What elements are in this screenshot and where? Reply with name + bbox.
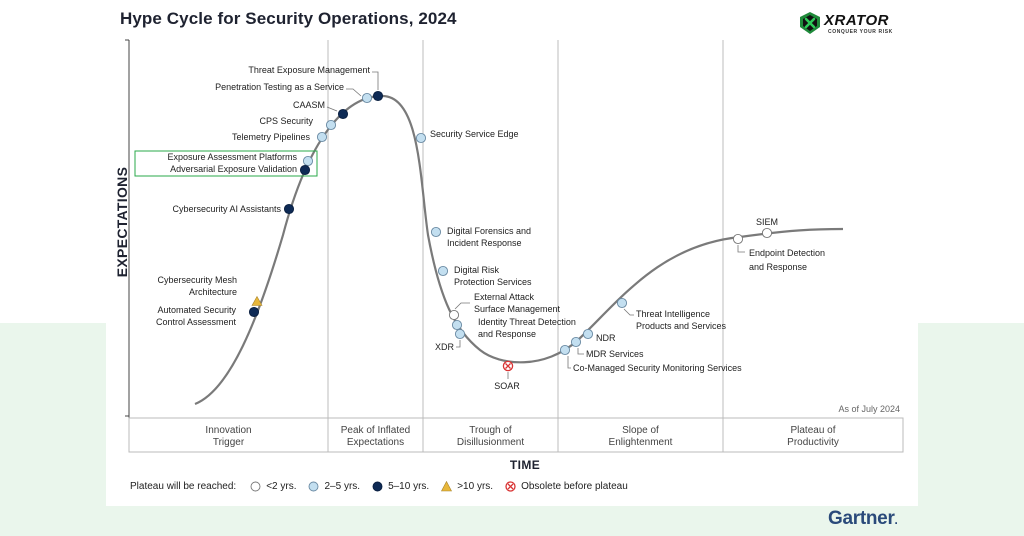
threat-intelligence-products-and-services-leader (623, 308, 634, 316)
caasm-marker (337, 108, 349, 120)
endpoint-detection-and-response-marker (732, 233, 744, 245)
legend-item-y2to5: 2–5 yrs. (324, 481, 361, 492)
co-managed-security-monitoring-services-leader (567, 356, 571, 369)
phase-label-plateau-of-productivity: Plateau of Productivity (787, 425, 839, 448)
mdr-services-leader (577, 348, 584, 355)
legend: Plateau will be reached: <2 yrs. 2–5 yrs.… (130, 481, 628, 492)
security-service-edge-label: Security Service Edge (430, 129, 519, 139)
co-managed-security-monitoring-services-marker (559, 344, 571, 356)
threat-intelligence-products-and-services-label-1: Threat Intelligence (636, 309, 710, 319)
digital-risk-protection-services-marker (437, 265, 449, 277)
siem-label: SIEM (756, 217, 778, 227)
digital-forensics-and-incident-response-label-2: Incident Response (447, 238, 522, 248)
external-attack-surface-management-leader (454, 302, 470, 310)
external-attack-surface-management-label-1: External Attack (474, 292, 535, 302)
legend-item-gt10: >10 yrs. (457, 481, 494, 492)
cybersecurity-ai-assistants-marker (283, 203, 295, 215)
penetration-testing-as-a-service-label: Penetration Testing as a Service (215, 82, 344, 92)
phase-label-innovation-trigger: Innovation Trigger (205, 425, 251, 448)
automated-security-control-assessment-label-2: Control Assessment (156, 317, 237, 327)
external-attack-surface-management-label-2: Surface Management (474, 304, 561, 314)
xrator-logo: XRATOR CONQUER YOUR RISK (798, 11, 900, 39)
phase-label-slope-of-enlightenment: Slope of Enlightenment (609, 425, 673, 448)
gartner-logo: Gartner. (828, 508, 898, 529)
y-axis-label: EXPECTATIONS (114, 166, 130, 278)
digital-risk-protection-services-label-2: Protection Services (454, 277, 532, 287)
phase-band (128, 417, 904, 453)
digital-forensics-and-incident-response-marker (430, 226, 442, 238)
xdr-marker (454, 328, 466, 340)
adversarial-exposure-validation-label: Adversarial Exposure Validation (170, 164, 297, 174)
digital-forensics-and-incident-response-label-1: Digital Forensics and (447, 226, 531, 236)
exposure-assessment-platforms-marker (302, 155, 314, 167)
cybersecurity-ai-assistants-label: Cybersecurity AI Assistants (172, 204, 281, 214)
cps-security-marker (325, 119, 337, 131)
highlight-box (134, 150, 318, 177)
telemetry-pipelines-marker (316, 131, 328, 143)
xdr-label: XDR (435, 342, 455, 352)
identity-threat-detection-and-response-label-1: Identity Threat Detection (478, 317, 576, 327)
threat-intelligence-products-and-services-marker (616, 297, 628, 309)
logo-text: XRATOR (824, 12, 889, 29)
legend-item-obsolete: Obsolete before plateau (521, 481, 628, 492)
caasm-label: CAASM (293, 100, 325, 110)
logo-tagline: CONQUER YOUR RISK (828, 29, 893, 35)
endpoint-detection-and-response-label-1: Endpoint Detection (749, 248, 825, 258)
adversarial-exposure-validation-marker (299, 164, 311, 176)
penetration-testing-as-a-service-marker (361, 92, 373, 104)
legend-symbol-y2to5 (308, 481, 319, 492)
soar-marker-cross (505, 363, 511, 369)
legend-symbol-lt2 (250, 481, 261, 492)
caasm-leader (326, 106, 338, 112)
mdr-services-marker (570, 336, 582, 348)
exposure-assessment-platforms-label: Exposure Assessment Platforms (167, 152, 297, 162)
soar-label: SOAR (494, 381, 520, 391)
legend-label: Plateau will be reached: (130, 481, 237, 492)
siem-marker (761, 227, 773, 239)
threat-exposure-management-leader (372, 71, 379, 90)
security-service-edge-marker (415, 132, 427, 144)
co-managed-security-monitoring-services-label: Co-Managed Security Monitoring Services (573, 363, 742, 373)
legend-symbol-y5to10 (372, 481, 383, 492)
mdr-services-label: MDR Services (586, 349, 644, 359)
legend-symbol-gt10 (441, 481, 453, 492)
threat-intelligence-products-and-services-label-2: Products and Services (636, 321, 727, 331)
threat-exposure-management-marker (372, 90, 384, 102)
hype-curve (194, 94, 844, 406)
cybersecurity-mesh-architecture-marker (251, 295, 263, 306)
automated-security-control-assessment-marker (248, 306, 260, 318)
phase-label-trough-of-disillusionment: Trough of Disillusionment (457, 425, 524, 448)
digital-risk-protection-services-label-1: Digital Risk (454, 265, 500, 275)
identity-threat-detection-and-response-label-2: and Response (478, 329, 536, 339)
legend-item-lt2: <2 yrs. (266, 481, 297, 492)
endpoint-detection-and-response-leader (737, 245, 745, 253)
penetration-testing-as-a-service-leader (346, 88, 362, 97)
legend-item-y5to10: 5–10 yrs. (388, 481, 430, 492)
legend-symbol-obsolete (505, 481, 516, 492)
cps-security-label: CPS Security (259, 116, 313, 126)
cybersecurity-mesh-architecture-label-2: Architecture (189, 287, 237, 297)
chart-title: Hype Cycle for Security Operations, 2024 (120, 9, 457, 28)
publisher-name: Gartner (828, 508, 895, 529)
phase-label-peak-of-inflated-expectations: Peak of Inflated Expectations (341, 425, 411, 448)
automated-security-control-assessment-label-1: Automated Security (157, 305, 236, 315)
x-shield-logo-icon (800, 12, 820, 34)
x-axis-label: TIME (509, 458, 541, 472)
telemetry-pipelines-label: Telemetry Pipelines (232, 132, 311, 142)
ndr-label: NDR (596, 333, 616, 343)
ndr-marker (582, 328, 594, 340)
as-of-date: As of July 2024 (838, 404, 900, 414)
cybersecurity-mesh-architecture-label-1: Cybersecurity Mesh (157, 275, 237, 285)
identity-threat-detection-and-response-marker (451, 319, 463, 331)
threat-exposure-management-label: Threat Exposure Management (248, 65, 370, 75)
external-attack-surface-management-marker (448, 309, 460, 321)
endpoint-detection-and-response-label-2: and Response (749, 262, 807, 272)
xdr-leader (456, 340, 461, 348)
